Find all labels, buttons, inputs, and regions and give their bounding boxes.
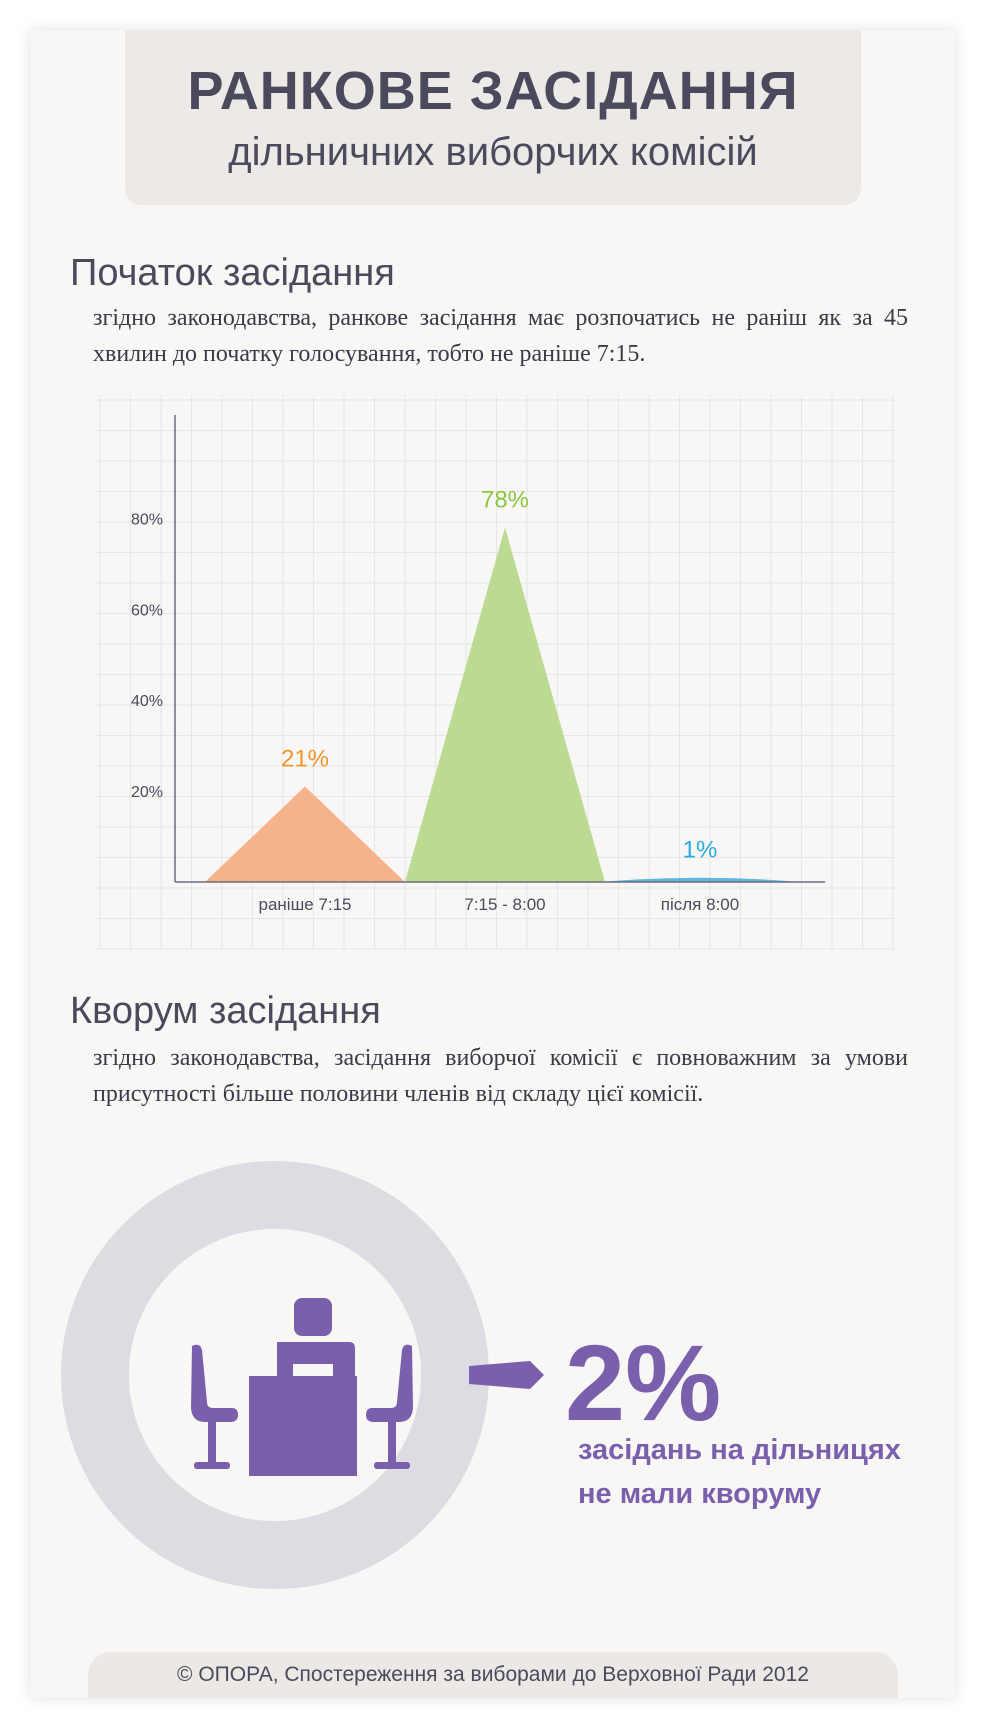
x-category-label: після 8:00: [661, 895, 739, 914]
quorum-graphic: 2%: [61, 1161, 721, 1589]
chart-peak-1: [205, 786, 405, 882]
quorum-ring-inner: [129, 1229, 421, 1521]
section-title-quorum: Кворум засідання: [70, 990, 381, 1032]
quorum-caption-line1: засідань на дільницях: [578, 1434, 901, 1466]
page-title: РАНКОВЕ ЗАСІДАННЯ: [187, 61, 799, 121]
quorum-caption-line2: не мали кворуму: [578, 1478, 822, 1510]
x-category-label: раніше 7:15: [259, 895, 352, 914]
y-tick-label: 20%: [131, 784, 163, 801]
y-tick-label: 60%: [131, 602, 163, 619]
chart-peak-3: [600, 877, 800, 882]
y-tick-label: 40%: [131, 693, 163, 710]
data-label: 21%: [281, 746, 329, 773]
quorum-value: 2%: [565, 1322, 721, 1443]
y-tick-label: 80%: [131, 511, 163, 528]
chart-peak-2: [405, 527, 605, 882]
data-label: 78%: [481, 486, 529, 513]
data-label: 1%: [683, 836, 718, 863]
quorum-caption: засідань на дільницях не мали кворуму: [578, 1428, 901, 1516]
header-banner: РАНКОВЕ ЗАСІДАННЯ дільничних виборчих ко…: [125, 30, 861, 205]
pointer-arrow-icon: [469, 1361, 544, 1389]
section-title-start: Початок засідання: [70, 252, 395, 294]
footer-credit: © ОПОРА, Спостереження за виборами до Ве…: [88, 1652, 898, 1698]
page-subtitle: дільничних виборчих комісій: [228, 130, 758, 174]
section-text-start: згідно законодавства, ранкове засідання …: [93, 305, 908, 367]
quorum-ring: [61, 1161, 489, 1589]
x-category-label: 7:15 - 8:00: [464, 895, 545, 914]
meeting-table-icon: [191, 1298, 413, 1476]
session-start-chart: 20% 40% 60% 80% 21% раніше 7:15 78% 7:15 - 8:00…: [95, 395, 895, 950]
section-text-quorum: згідно законодавства, засідання виборчої…: [93, 1045, 908, 1107]
